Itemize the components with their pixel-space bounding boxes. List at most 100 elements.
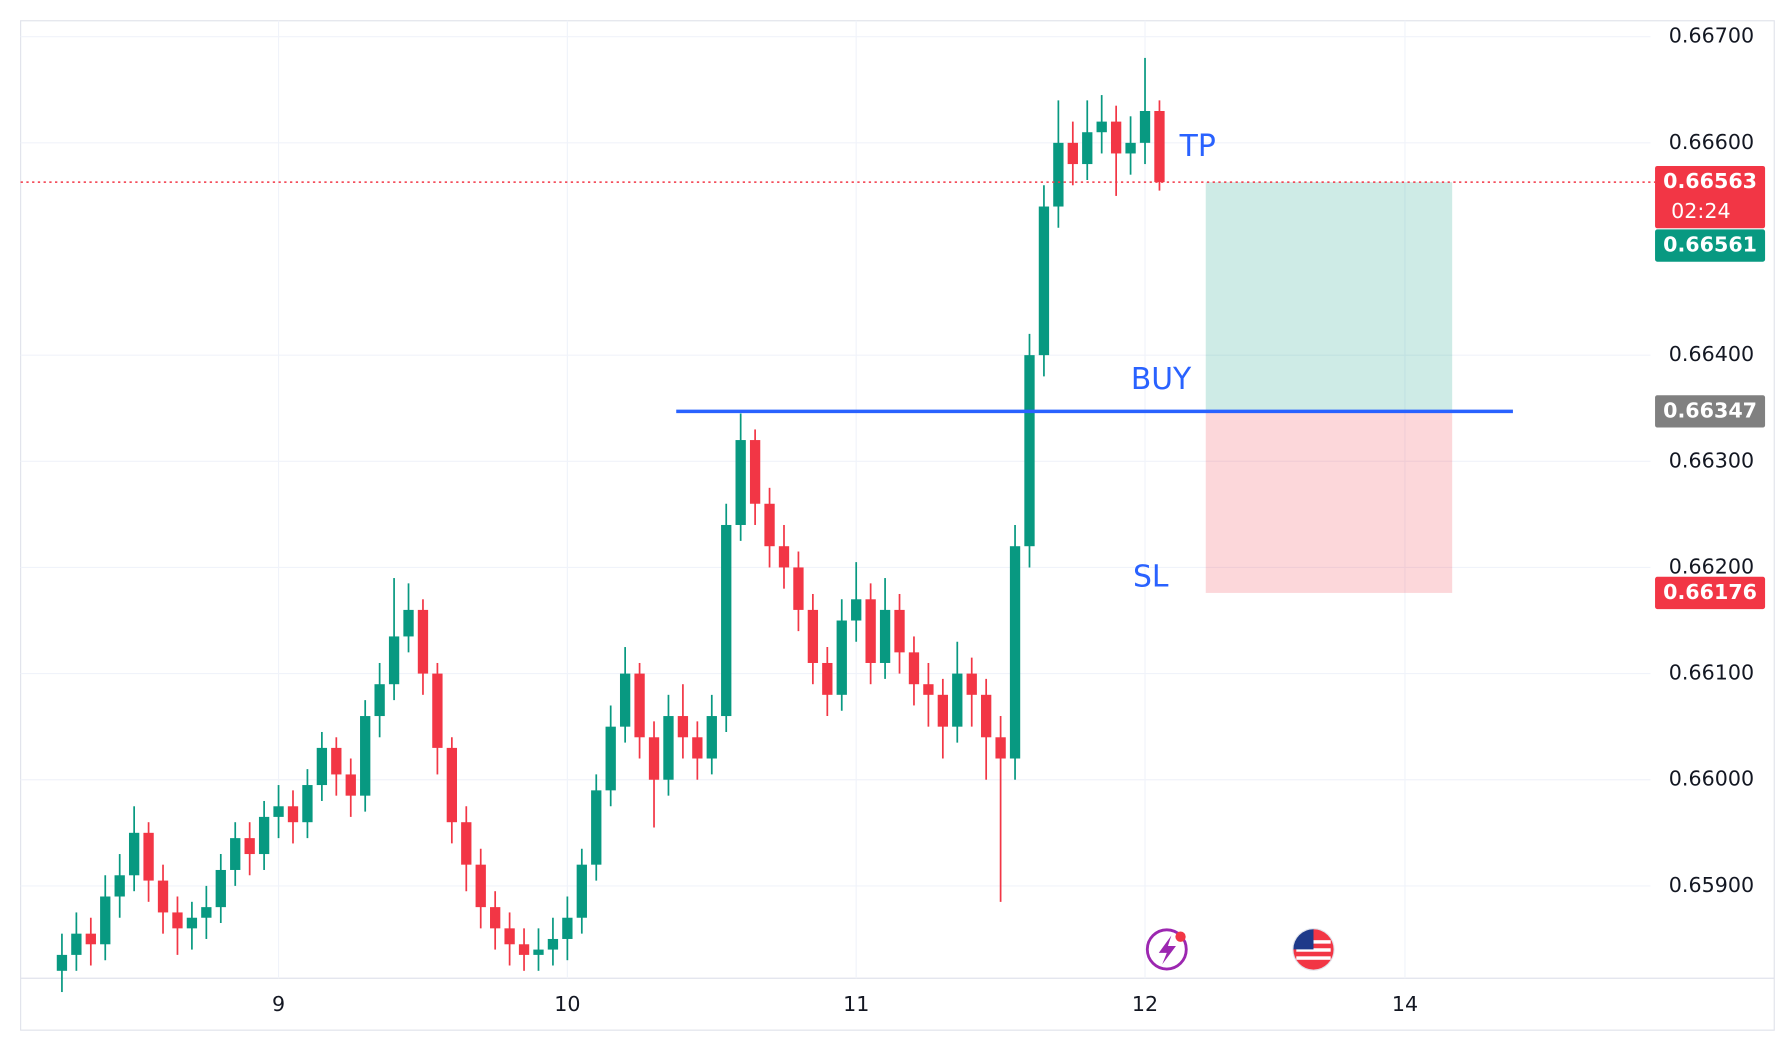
price-tag [1655,165,1766,229]
candle-body [331,747,342,775]
entry-label: BUY [1131,362,1192,397]
candle-body [793,567,804,610]
candle-body [1125,142,1136,154]
candle-body [966,673,977,695]
candles [56,57,1165,993]
x-tick-label: 14 [1392,992,1418,1016]
candle-body [749,440,761,504]
candle-body [692,737,703,759]
frame [20,20,1775,1031]
candle-body [836,620,847,695]
candle-body [186,917,198,929]
x-tick-label: 10 [554,992,580,1016]
stop-label: SL [1133,559,1169,594]
candle-body [822,662,833,695]
price-tag-label: 0.66347 [1663,398,1757,422]
x-tick-label: 9 [272,992,285,1016]
x-tick-label: 12 [1132,992,1158,1016]
price-tag [1655,395,1766,428]
y-tick-label: 0.66000 [1669,767,1754,791]
overlay: TP BUY SL 0.66563 02:24 0.66561 0.66347 0.66176 [20,129,1766,610]
candle-body [215,869,226,908]
y-tick-label: 0.66600 [1669,130,1754,154]
candle-body [721,524,732,717]
candle-body [316,747,328,786]
candle-body [1096,121,1107,133]
y-tick-label: 0.66700 [1669,24,1754,48]
flag-icon [1292,928,1335,971]
candle-body [735,440,746,525]
candle-body [1139,110,1151,143]
y-tick-label: 0.66200 [1669,554,1754,578]
candle-body [360,716,371,796]
price-tag-label: 0.66176 [1663,580,1757,604]
candle-body [937,694,949,727]
candle-body [865,599,876,663]
candle-body [287,806,299,823]
position-tool [1205,182,1453,593]
price-tag-label: 0.66563 [1663,169,1757,193]
countdown: 02:24 [1671,199,1730,223]
candle-body [952,673,963,727]
candle-body [71,933,82,955]
candle-body [490,907,501,929]
y-tick-label: 0.66400 [1669,342,1754,366]
candle-body [504,928,515,945]
grid: 0.65900 0.66000 0.66100 0.66200 0.66300 0.664… [20,20,1754,1016]
candle-body [547,938,559,950]
candle-body [648,737,660,780]
candle-body [591,790,602,865]
candle-body [677,716,689,738]
candle-body [417,609,429,674]
candle-body [201,907,212,918]
candle-body [1009,546,1021,759]
candle-body [923,684,934,695]
candle-body [1038,206,1050,356]
candle-body [345,774,356,796]
candle-body [446,747,458,823]
candle-body [157,880,169,913]
candle-body [562,917,573,939]
candle-body [764,503,775,547]
price-tag-label: 0.66561 [1663,233,1757,257]
candle-body [533,949,544,955]
candle-body [894,609,905,653]
candle-body [995,737,1006,759]
candle-body [1024,355,1035,547]
candle-body [143,832,154,881]
candle-body [128,832,140,876]
candle-body [100,896,111,945]
candle-body [576,864,587,918]
candle-body [56,954,68,971]
event-icon [1145,928,1188,971]
price-tag [1655,576,1766,610]
candle-body [85,933,96,945]
candle-body [807,609,819,663]
candle-body [258,816,270,855]
candle-body [908,652,920,685]
candle-body [1154,110,1165,183]
candle-body [634,673,645,738]
candle-body [778,546,790,568]
candle-body [388,636,400,685]
price-tag [1655,229,1766,262]
candle-body [981,694,992,738]
candle-body [244,838,255,855]
y-tick-label: 0.65900 [1669,873,1754,897]
stop-zone [1205,411,1453,593]
candle-body [302,785,313,823]
candle-body [403,609,414,637]
candle-body [1053,142,1064,207]
target-label: TP [1179,129,1216,164]
candle-body [475,864,486,908]
candle-body [706,716,717,759]
candle-body [273,806,284,817]
candle-body [1110,121,1122,154]
y-tick-label: 0.66300 [1669,448,1754,472]
candle-body [114,875,125,897]
candle-body [461,822,472,865]
candle-body [172,912,183,929]
candle-body [1082,132,1093,165]
